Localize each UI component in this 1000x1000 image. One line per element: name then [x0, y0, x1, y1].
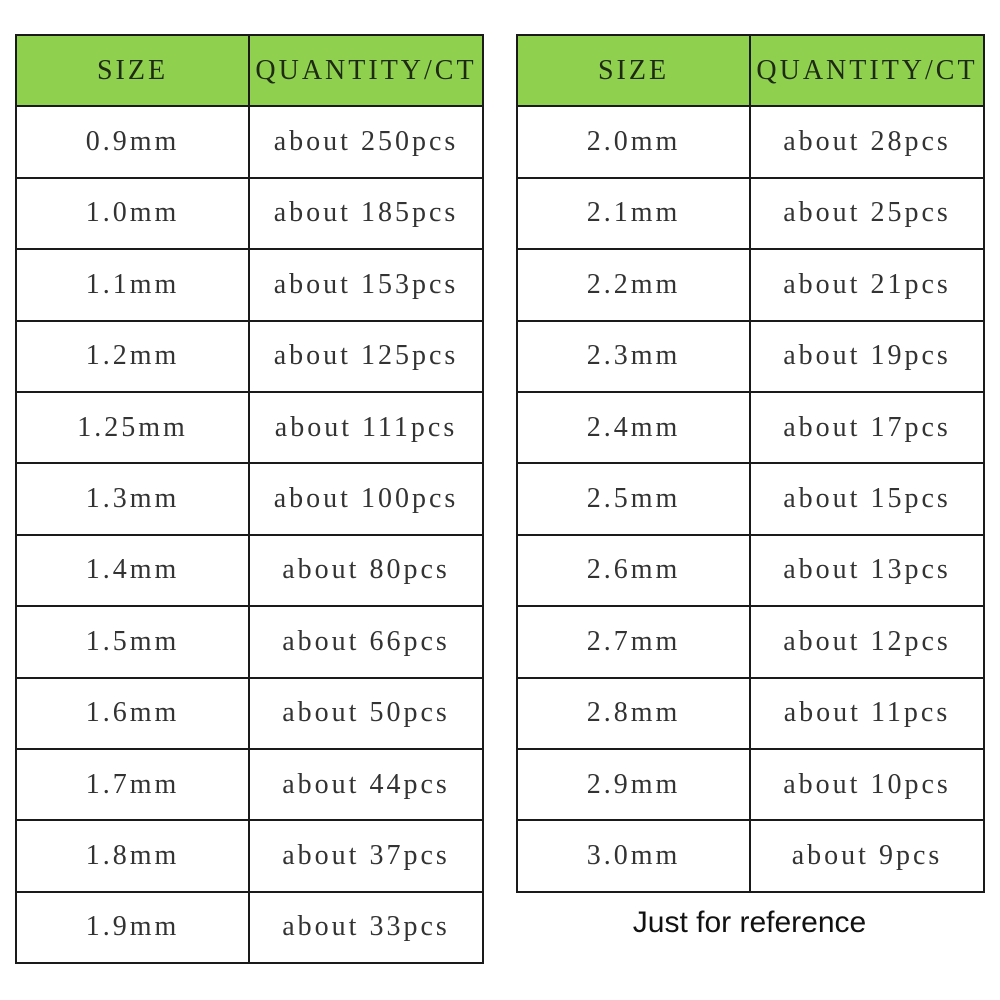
- header-row: SIZE QUANTITY/CT: [15, 33, 484, 108]
- quantity-cell: about 12pcs: [749, 605, 985, 679]
- quantity-cell: about 10pcs: [749, 747, 985, 822]
- quantity-cell: about 153pcs: [248, 248, 484, 322]
- quantity-cell: about 50pcs: [248, 676, 484, 750]
- quantity-header: QUANTITY/CT: [749, 33, 985, 108]
- quantity-cell: about 17pcs: [749, 390, 985, 465]
- table-row: 2.2mm about 21pcs: [516, 248, 985, 322]
- header-row: SIZE QUANTITY/CT: [516, 33, 985, 108]
- quantity-cell: about 19pcs: [749, 319, 985, 393]
- table-row: 1.6mm about 50pcs: [15, 676, 484, 750]
- table-row: 1.7mm about 44pcs: [15, 747, 484, 822]
- quantity-cell: about 37pcs: [248, 819, 484, 893]
- table-row: 2.3mm about 19pcs: [516, 319, 985, 393]
- size-cell: 1.9mm: [15, 890, 250, 965]
- size-cell: 1.2mm: [15, 319, 250, 393]
- table-row: 2.8mm about 11pcs: [516, 676, 985, 750]
- table-row: 2.6mm about 13pcs: [516, 533, 985, 608]
- size-quantity-table-left: SIZE QUANTITY/CT 0.9mm about 250pcs 1.0mm abo…: [15, 33, 484, 965]
- size-cell: 2.4mm: [516, 390, 751, 465]
- size-cell: 2.5mm: [516, 462, 751, 536]
- size-cell: 1.25mm: [15, 390, 250, 465]
- size-cell: 2.9mm: [516, 747, 751, 822]
- table-row: 3.0mm about 9pcs: [516, 819, 985, 893]
- quantity-header: QUANTITY/CT: [248, 33, 484, 108]
- size-cell: 2.7mm: [516, 605, 751, 679]
- table-row: 1.5mm about 66pcs: [15, 605, 484, 679]
- quantity-cell: about 66pcs: [248, 605, 484, 679]
- quantity-cell: about 185pcs: [248, 176, 484, 251]
- table-row: 0.9mm about 250pcs: [15, 105, 484, 179]
- quantity-cell: about 11pcs: [749, 676, 985, 750]
- quantity-cell: about 13pcs: [749, 533, 985, 608]
- reference-note: Just for reference: [632, 906, 867, 939]
- table-row: 1.1mm about 153pcs: [15, 248, 484, 322]
- size-cell: 1.8mm: [15, 819, 250, 893]
- table-row: 2.9mm about 10pcs: [516, 747, 985, 822]
- quantity-cell: about 80pcs: [248, 533, 484, 608]
- quantity-cell: about 21pcs: [749, 248, 985, 322]
- quantity-cell: about 25pcs: [749, 176, 985, 251]
- size-cell: 1.0mm: [15, 176, 250, 251]
- table-row: 2.5mm about 15pcs: [516, 462, 985, 536]
- size-header: SIZE: [15, 33, 250, 108]
- table-row: 2.0mm about 28pcs: [516, 105, 985, 179]
- quantity-cell: about 28pcs: [749, 105, 985, 179]
- size-cell: 2.3mm: [516, 319, 751, 393]
- table-row: 1.2mm about 125pcs: [15, 319, 484, 393]
- table-row: 2.1mm about 25pcs: [516, 176, 985, 251]
- size-cell: 2.8mm: [516, 676, 751, 750]
- table-row: 1.25mm about 111pcs: [15, 390, 484, 465]
- quantity-cell: about 33pcs: [248, 890, 484, 965]
- size-header: SIZE: [516, 33, 751, 108]
- size-cell: 3.0mm: [516, 819, 751, 893]
- quantity-cell: about 111pcs: [248, 390, 484, 465]
- size-cell: 1.3mm: [15, 462, 250, 536]
- size-cell: 2.1mm: [516, 176, 751, 251]
- size-cell: 1.1mm: [15, 248, 250, 322]
- table-row: 2.4mm about 17pcs: [516, 390, 985, 465]
- quantity-cell: about 250pcs: [248, 105, 484, 179]
- table-row: 2.7mm about 12pcs: [516, 605, 985, 679]
- size-cell: 2.2mm: [516, 248, 751, 322]
- size-cell: 2.0mm: [516, 105, 751, 179]
- quantity-cell: about 9pcs: [749, 819, 985, 893]
- table-row: 1.4mm about 80pcs: [15, 533, 484, 608]
- size-cell: 1.6mm: [15, 676, 250, 750]
- size-quantity-table-right: SIZE QUANTITY/CT 2.0mm about 28pcs 2.1mm abou…: [516, 33, 985, 893]
- quantity-cell: about 125pcs: [248, 319, 484, 393]
- size-cell: 1.7mm: [15, 747, 250, 822]
- size-cell: 2.6mm: [516, 533, 751, 608]
- table-row: 1.0mm about 185pcs: [15, 176, 484, 251]
- table-row: 1.9mm about 33pcs: [15, 890, 484, 965]
- quantity-cell: about 100pcs: [248, 462, 484, 536]
- table-row: 1.3mm about 100pcs: [15, 462, 484, 536]
- table-row: 1.8mm about 37pcs: [15, 819, 484, 893]
- size-cell: 1.5mm: [15, 605, 250, 679]
- quantity-cell: about 15pcs: [749, 462, 985, 536]
- size-cell: 1.4mm: [15, 533, 250, 608]
- quantity-cell: about 44pcs: [248, 747, 484, 822]
- size-cell: 0.9mm: [15, 105, 250, 179]
